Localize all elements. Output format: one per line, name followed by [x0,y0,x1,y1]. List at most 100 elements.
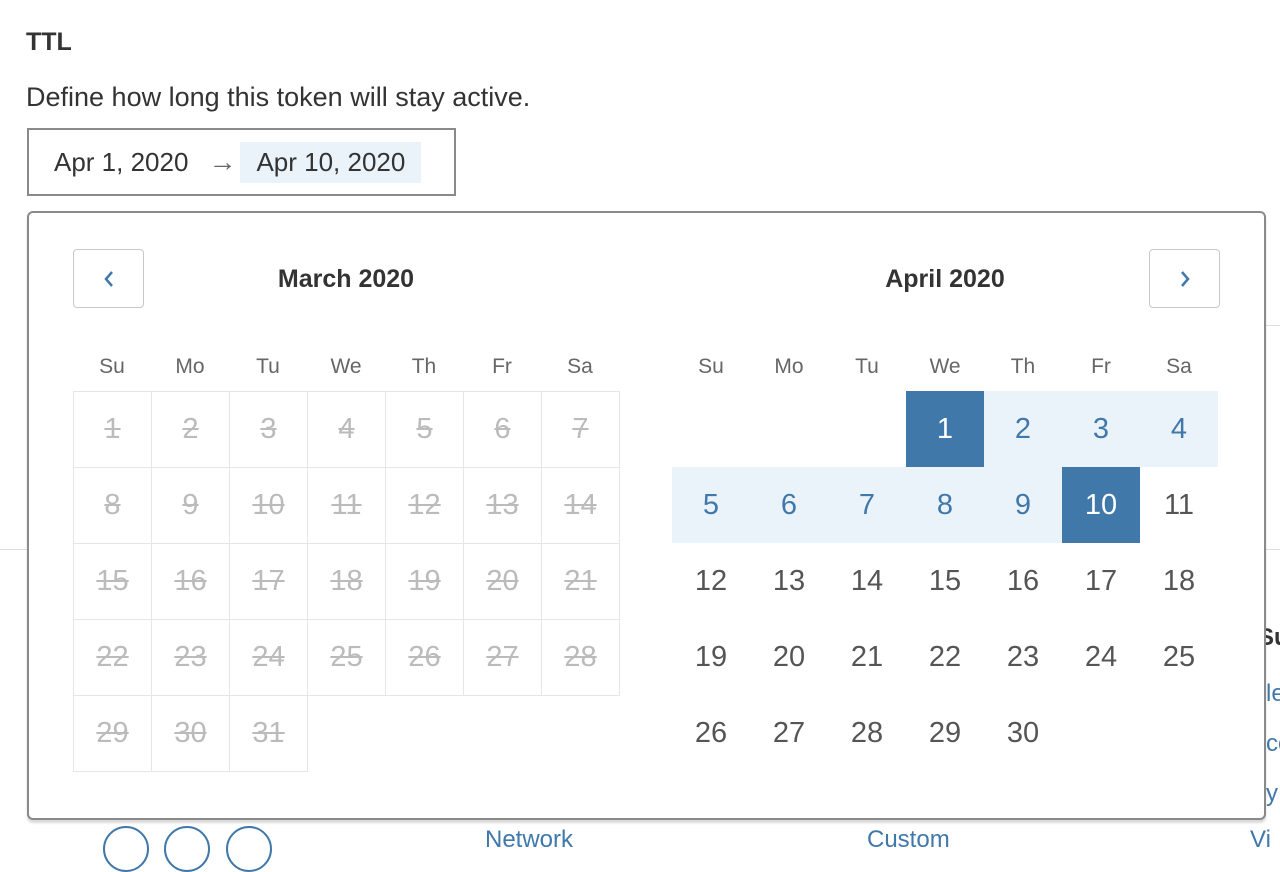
day-cell: 3 [229,391,308,468]
day-cell: 10 [229,467,308,544]
divider [1266,549,1280,550]
end-date[interactable]: Apr 10, 2020 [240,141,422,183]
day-cell: 7 [541,391,620,468]
date-range-input[interactable]: Apr 1, 2020 → Apr 10, 2020 [27,128,456,196]
day-cell: 19 [385,543,464,620]
day-cell[interactable]: 3 [1062,391,1140,467]
day-cell: 17 [229,543,308,620]
date-picker-popover: March 2020 April 2020 Su Mo Tu We Th Fr Sa Su M… [27,211,1266,820]
day-cell[interactable]: 5 [672,467,750,543]
day-cell[interactable]: 12 [694,564,728,597]
divider [1266,325,1280,326]
day-cell[interactable]: 17 [1084,564,1118,597]
divider [0,549,27,550]
section-description: Define how long this token will stay act… [26,82,531,112]
weekday-label: Su [99,355,125,378]
day-cell: 12 [385,467,464,544]
start-date[interactable]: Apr 1, 2020 [54,146,189,177]
weekday-label: Mo [175,355,205,378]
day-cell[interactable]: 21 [850,640,884,673]
day-cell[interactable]: 19 [694,640,728,673]
day-cell: 14 [541,467,620,544]
day-cell[interactable]: 6 [750,467,828,543]
day-cell: 6 [463,391,542,468]
avatar[interactable] [103,826,149,872]
weekday-label: Th [1010,355,1036,378]
day-cell[interactable]: 7 [828,467,906,543]
chevron-left-icon [103,270,113,287]
day-cell: 18 [307,543,386,620]
month-title: March 2020 [277,265,415,293]
month-title: April 2020 [885,265,1005,293]
day-cell[interactable]: 15 [928,564,962,597]
day-cell: 22 [73,619,152,696]
day-cell[interactable]: 29 [928,716,962,749]
avatar[interactable] [164,826,210,872]
day-cell[interactable]: 16 [1006,564,1040,597]
day-cell[interactable]: 11 [1163,488,1195,521]
arrow-right-icon: → [208,146,237,177]
avatar[interactable] [226,826,272,872]
day-cell[interactable]: 8 [906,467,984,543]
bottom-link[interactable]: Vi [1250,826,1271,853]
day-cell[interactable]: 23 [1006,640,1040,673]
day-cell: 30 [151,695,230,772]
prev-month-button[interactable] [73,249,144,308]
day-cell[interactable]: 28 [850,716,884,749]
link-fragment[interactable]: le [1266,680,1280,707]
day-cell: 27 [463,619,542,696]
day-cell[interactable]: 1 [906,391,984,467]
chevron-right-icon [1180,270,1190,287]
day-cell: 13 [463,467,542,544]
empty-cell [828,391,906,467]
weekday-label: Tu [855,355,879,378]
day-cell[interactable]: 9 [984,467,1062,543]
weekday-label: We [929,355,961,378]
day-cell: 4 [307,391,386,468]
day-cell[interactable]: 13 [772,564,806,597]
day-cell[interactable]: 22 [928,640,962,673]
day-cell[interactable]: 18 [1162,564,1196,597]
day-cell: 23 [151,619,230,696]
day-cell: 29 [73,695,152,772]
empty-cell [750,391,828,467]
day-cell: 1 [73,391,152,468]
day-cell[interactable]: 27 [772,716,806,749]
day-cell[interactable]: 10 [1062,467,1140,543]
day-cell[interactable]: 26 [694,716,728,749]
weekday-header: Su Mo Tu We Th Fr Sa [672,355,1218,379]
day-cell[interactable]: 25 [1162,640,1196,673]
day-cell: 26 [385,619,464,696]
day-cell[interactable]: 2 [984,391,1062,467]
day-cell[interactable]: 14 [850,564,884,597]
empty-cell [672,391,750,467]
day-cell: 25 [307,619,386,696]
link-fragment[interactable]: y [1266,780,1278,807]
section-title: TTL [26,28,72,56]
weekday-label: Sa [1166,355,1192,378]
day-cell: 31 [229,695,308,772]
month-grid-march: 1 2 3 4 5 6 7 8 9 10 11 12 13 14 15 16 17 18 19 20 21 22 23 24 2… [73,391,620,772]
day-cell: 11 [307,467,386,544]
month-grid-april: 1 2 3 4 5 6 7 8 9 10 11 12 13 14 15 16 17 18 19 20 21 22 23 24 2… [672,391,1218,771]
day-cell: 9 [151,467,230,544]
day-cell: 5 [385,391,464,468]
next-month-button[interactable] [1149,249,1220,308]
weekday-label: Sa [567,355,593,378]
day-cell[interactable]: 24 [1084,640,1118,673]
weekday-label: Su [698,355,724,378]
link-fragment[interactable]: co [1266,730,1280,757]
day-cell[interactable]: 4 [1140,391,1218,467]
weekday-label: Th [411,355,437,378]
weekday-header: Su Mo Tu We Th Fr Sa [73,355,619,379]
day-cell: 24 [229,619,308,696]
day-cell: 8 [73,467,152,544]
day-cell[interactable]: 30 [1006,716,1040,749]
day-cell: 20 [463,543,542,620]
weekday-label: We [330,355,362,378]
bottom-link[interactable]: Network [485,826,574,853]
weekday-label: Tu [256,355,280,378]
bottom-link[interactable]: Custom [867,826,950,853]
day-cell[interactable]: 20 [772,640,806,673]
weekday-label: Mo [774,355,804,378]
